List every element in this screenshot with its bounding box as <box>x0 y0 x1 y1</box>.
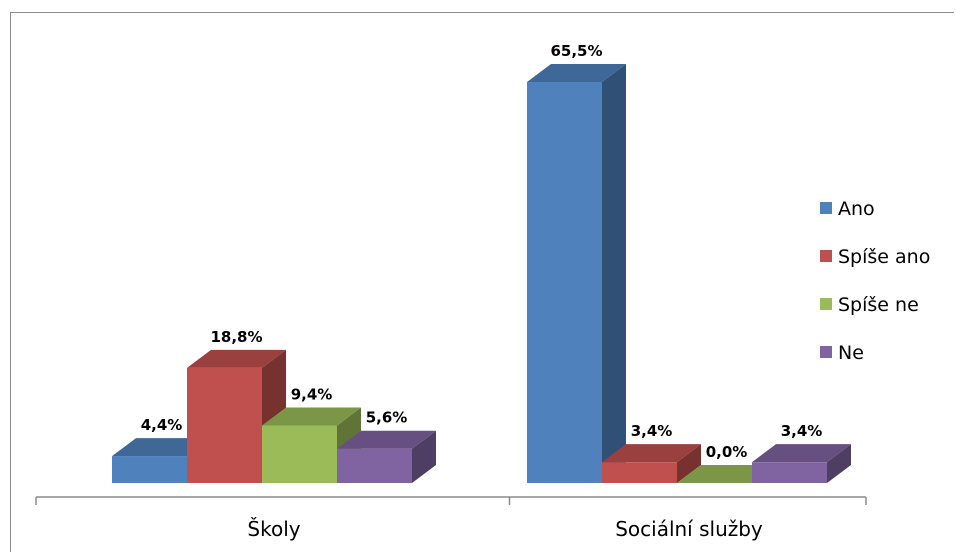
bar-top <box>602 444 701 463</box>
data-label: 3,4% <box>631 422 673 440</box>
legend-label: Ano <box>838 198 875 220</box>
bar-side <box>412 430 436 483</box>
x-axis: Školy Sociální služby <box>35 496 867 541</box>
bar-side <box>602 64 626 483</box>
data-label: 9,4% <box>291 385 333 403</box>
bar-spíše-ano-1: 18,8% <box>187 328 286 483</box>
bar-side <box>677 444 701 483</box>
bar-top <box>527 64 626 82</box>
legend-swatch <box>820 250 832 262</box>
legend-swatch <box>820 202 832 214</box>
data-label: 3,4% <box>781 422 823 440</box>
bar-front <box>112 456 187 483</box>
data-label: 18,8% <box>210 328 262 346</box>
bar-spíše-ano-2: 3,4% <box>602 422 701 483</box>
bar-front <box>527 82 602 483</box>
legend-label: Spíše ne <box>838 294 919 316</box>
data-label: 0,0% <box>706 443 748 461</box>
chart-frame <box>10 12 954 552</box>
bar-spíše-ne-2: 0,0% <box>677 443 776 483</box>
data-label: 4,4% <box>141 416 183 434</box>
legend-item-ano: Ano <box>820 198 875 220</box>
legend-item-ne: Ne <box>820 342 864 364</box>
category-label: Sociální služby <box>615 517 763 541</box>
data-label: 5,6% <box>366 409 408 427</box>
bar-front <box>752 462 827 483</box>
bar-top <box>262 407 361 426</box>
bars-layer: 4,4% 18,8% 9,4% 5,6% 65,5% 3,4% 0,0% 3,4% <box>112 42 851 483</box>
legend: Ano Spíše ano Spíše ne Ne <box>820 198 930 364</box>
bar-top <box>337 430 436 449</box>
legend-label: Ne <box>838 342 864 364</box>
bar-top <box>187 349 286 368</box>
bar-ne-1: 5,6% <box>337 409 436 483</box>
bar-top <box>112 438 211 457</box>
legend-swatch <box>820 346 832 358</box>
data-label: 65,5% <box>550 42 602 60</box>
bar-ano-2: 65,5% <box>527 42 626 483</box>
bar-front <box>262 425 337 483</box>
bar-front <box>337 448 412 483</box>
legend-item-spíše-ne: Spíše ne <box>820 294 919 316</box>
bar-top <box>677 465 776 483</box>
legend-swatch <box>820 298 832 310</box>
bar-top <box>752 444 851 463</box>
category-label: Školy <box>247 517 300 541</box>
bar-front <box>187 367 262 483</box>
bar-side <box>827 444 851 483</box>
bar-front <box>602 462 677 483</box>
bar-ne-2: 3,4% <box>752 422 851 483</box>
legend-label: Spíše ano <box>838 246 930 268</box>
legend-item-spíše-ano: Spíše ano <box>820 246 930 268</box>
